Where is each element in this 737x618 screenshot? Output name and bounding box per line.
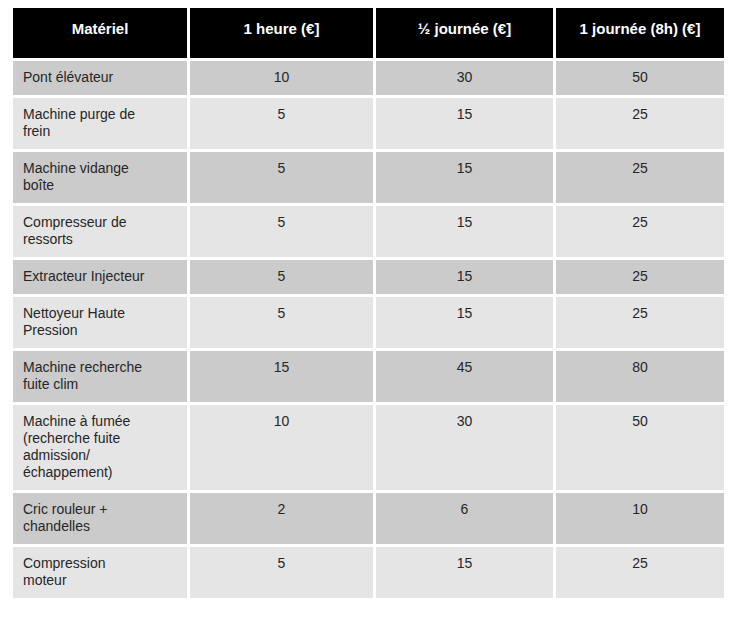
table-row: Machine purge de frein51525 bbox=[13, 98, 724, 149]
materiel-cell: Machine purge de frein bbox=[13, 98, 187, 149]
materiel-cell: Compression moteur bbox=[13, 547, 187, 598]
price-full-day-cell: 25 bbox=[556, 206, 724, 257]
price-half-day-cell: 15 bbox=[376, 260, 553, 294]
table-header: Matériel1 heure (€]½ journée (€]1 journé… bbox=[13, 8, 724, 58]
price-full-day-cell: 80 bbox=[556, 351, 724, 402]
column-header-half-day: ½ journée (€] bbox=[376, 8, 553, 58]
price-1-hour-cell: 5 bbox=[190, 206, 373, 257]
materiel-cell: Machine recherche fuite clim bbox=[13, 351, 187, 402]
table-row: Extracteur Injecteur51525 bbox=[13, 260, 724, 294]
materiel-cell: Cric rouleur + chandelles bbox=[13, 493, 187, 544]
table-row: Compresseur de ressorts51525 bbox=[13, 206, 724, 257]
materiel-cell: Pont élévateur bbox=[13, 61, 187, 95]
price-half-day-cell: 15 bbox=[376, 547, 553, 598]
rental-pricing-table: Matériel1 heure (€]½ journée (€]1 journé… bbox=[10, 5, 727, 601]
table-row: Machine à fumée (recherche fuite admissi… bbox=[13, 405, 724, 490]
price-full-day-cell: 50 bbox=[556, 61, 724, 95]
materiel-cell: Extracteur Injecteur bbox=[13, 260, 187, 294]
price-half-day-cell: 15 bbox=[376, 98, 553, 149]
column-header-full-day: 1 journée (8h) (€] bbox=[556, 8, 724, 58]
column-header-materiel: Matériel bbox=[13, 8, 187, 58]
price-1-hour-cell: 2 bbox=[190, 493, 373, 544]
table-row: Nettoyeur Haute Pression51525 bbox=[13, 297, 724, 348]
price-1-hour-cell: 5 bbox=[190, 98, 373, 149]
price-1-hour-cell: 5 bbox=[190, 297, 373, 348]
price-1-hour-cell: 15 bbox=[190, 351, 373, 402]
price-half-day-cell: 15 bbox=[376, 297, 553, 348]
materiel-cell: Machine à fumée (recherche fuite admissi… bbox=[13, 405, 187, 490]
price-1-hour-cell: 5 bbox=[190, 260, 373, 294]
price-half-day-cell: 15 bbox=[376, 152, 553, 203]
materiel-cell: Machine vidange boîte bbox=[13, 152, 187, 203]
price-1-hour-cell: 10 bbox=[190, 61, 373, 95]
price-half-day-cell: 6 bbox=[376, 493, 553, 544]
price-half-day-cell: 30 bbox=[376, 405, 553, 490]
table-body: Pont élévateur103050Machine purge de fre… bbox=[13, 61, 724, 598]
table-row: Machine recherche fuite clim154580 bbox=[13, 351, 724, 402]
table-row: Machine vidange boîte51525 bbox=[13, 152, 724, 203]
materiel-cell: Nettoyeur Haute Pression bbox=[13, 297, 187, 348]
price-full-day-cell: 25 bbox=[556, 547, 724, 598]
price-1-hour-cell: 10 bbox=[190, 405, 373, 490]
price-full-day-cell: 10 bbox=[556, 493, 724, 544]
header-row: Matériel1 heure (€]½ journée (€]1 journé… bbox=[13, 8, 724, 58]
price-full-day-cell: 25 bbox=[556, 297, 724, 348]
table-row: Cric rouleur + chandelles2610 bbox=[13, 493, 724, 544]
column-header-1-hour: 1 heure (€] bbox=[190, 8, 373, 58]
price-1-hour-cell: 5 bbox=[190, 547, 373, 598]
price-full-day-cell: 25 bbox=[556, 260, 724, 294]
table-row: Pont élévateur103050 bbox=[13, 61, 724, 95]
price-full-day-cell: 50 bbox=[556, 405, 724, 490]
price-full-day-cell: 25 bbox=[556, 98, 724, 149]
price-1-hour-cell: 5 bbox=[190, 152, 373, 203]
table-row: Compression moteur51525 bbox=[13, 547, 724, 598]
price-half-day-cell: 45 bbox=[376, 351, 553, 402]
price-half-day-cell: 30 bbox=[376, 61, 553, 95]
price-half-day-cell: 15 bbox=[376, 206, 553, 257]
price-full-day-cell: 25 bbox=[556, 152, 724, 203]
materiel-cell: Compresseur de ressorts bbox=[13, 206, 187, 257]
